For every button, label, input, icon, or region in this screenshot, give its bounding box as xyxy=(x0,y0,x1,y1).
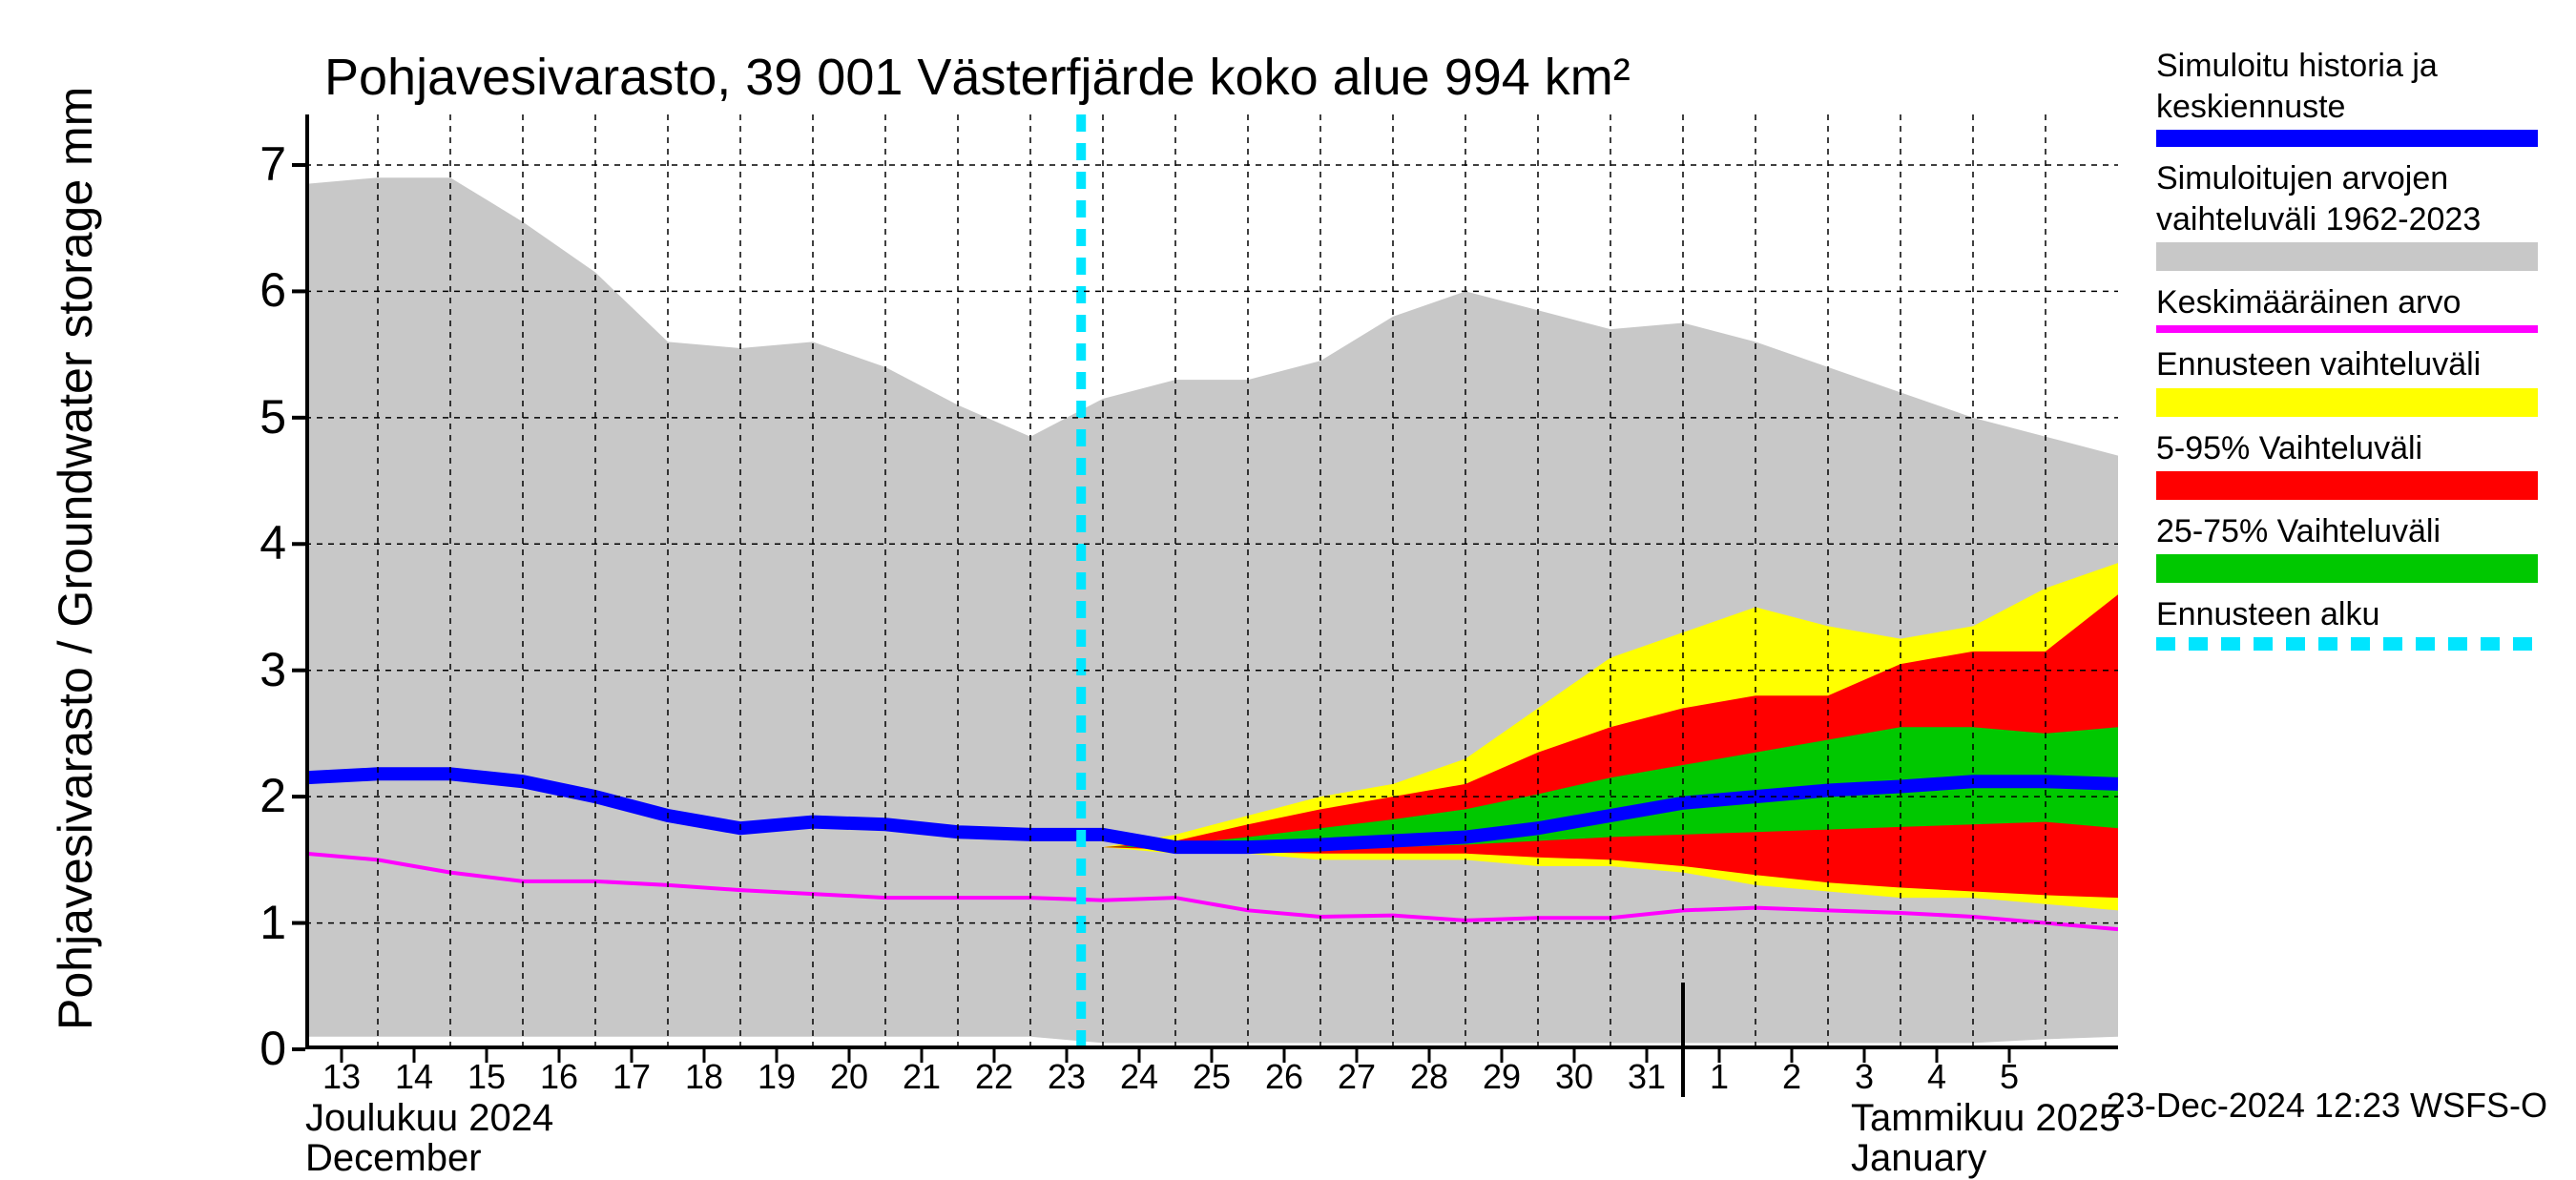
x-tick-label: 5 xyxy=(2000,1057,2019,1097)
plot-area xyxy=(305,114,2118,1049)
y-tick-label: 3 xyxy=(210,642,286,697)
y-tick-label: 5 xyxy=(210,389,286,445)
month-label-left-bottom: December xyxy=(305,1137,482,1180)
y-tick-label: 0 xyxy=(210,1021,286,1076)
x-tick-label: 21 xyxy=(903,1057,941,1097)
x-tick-label: 17 xyxy=(613,1057,651,1097)
legend-label: keskiennuste xyxy=(2156,89,2557,126)
legend-swatch xyxy=(2156,325,2538,333)
legend-label: Ennusteen alku xyxy=(2156,596,2557,633)
legend-swatch xyxy=(2156,242,2538,271)
x-tick-label: 20 xyxy=(830,1057,868,1097)
y-tick-label: 1 xyxy=(210,895,286,950)
x-tick-label: 1 xyxy=(1710,1057,1729,1097)
x-tick-label: 2 xyxy=(1782,1057,1801,1097)
legend-label: Simuloitujen arvojen xyxy=(2156,160,2557,197)
legend-item: Simuloitu historia ja keskiennuste xyxy=(2156,48,2557,147)
legend-swatch xyxy=(2156,130,2538,147)
y-tick-label: 7 xyxy=(210,136,286,192)
x-tick-label: 22 xyxy=(975,1057,1013,1097)
legend-item: 5-95% Vaihteluväli xyxy=(2156,430,2557,500)
x-tick-label: 13 xyxy=(322,1057,361,1097)
legend-label: 5-95% Vaihteluväli xyxy=(2156,430,2557,467)
month-label-right-top: Tammikuu 2025 xyxy=(1851,1097,2120,1140)
legend-item: Simuloitujen arvojen vaihteluväli 1962-20… xyxy=(2156,160,2557,271)
legend-label: Ennusteen vaihteluväli xyxy=(2156,346,2557,383)
legend: Simuloitu historia jakeskiennusteSimuloi… xyxy=(2156,48,2557,664)
x-tick-label: 18 xyxy=(685,1057,723,1097)
canvas: Pohjavesivarasto, 39 001 Västerfjärde ko… xyxy=(0,0,2576,1145)
legend-item: Keskimääräinen arvo xyxy=(2156,284,2557,333)
x-tick-label: 19 xyxy=(758,1057,796,1097)
x-tick-label: 25 xyxy=(1193,1057,1231,1097)
x-tick-label: 28 xyxy=(1410,1057,1448,1097)
y-tick-label: 4 xyxy=(210,515,286,570)
legend-item: 25-75% Vaihteluväli xyxy=(2156,513,2557,583)
x-tick-label: 14 xyxy=(395,1057,433,1097)
legend-swatch xyxy=(2156,554,2538,583)
x-tick-label: 27 xyxy=(1338,1057,1376,1097)
month-label-right-bottom: January xyxy=(1851,1137,1986,1180)
x-tick-label: 31 xyxy=(1628,1057,1666,1097)
legend-swatch xyxy=(2156,637,2538,651)
legend-label: vaihteluväli 1962-2023 xyxy=(2156,201,2557,238)
legend-swatch xyxy=(2156,388,2538,417)
x-tick-label: 3 xyxy=(1855,1057,1874,1097)
legend-swatch xyxy=(2156,471,2538,500)
legend-label: Keskimääräinen arvo xyxy=(2156,284,2557,321)
x-tick-label: 26 xyxy=(1265,1057,1303,1097)
legend-item: Ennusteen vaihteluväli xyxy=(2156,346,2557,416)
x-tick-label: 16 xyxy=(540,1057,578,1097)
x-tick-label: 29 xyxy=(1483,1057,1521,1097)
footer-stamp: 23-Dec-2024 12:23 WSFS-O xyxy=(2107,1086,2547,1126)
x-tick-label: 23 xyxy=(1048,1057,1086,1097)
x-tick-label: 30 xyxy=(1555,1057,1593,1097)
y-tick-label: 2 xyxy=(210,768,286,823)
legend-item: Ennusteen alku xyxy=(2156,596,2557,651)
legend-label: 25-75% Vaihteluväli xyxy=(2156,513,2557,550)
y-tick-label: 6 xyxy=(210,262,286,318)
x-tick-label: 4 xyxy=(1927,1057,1946,1097)
month-label-left-top: Joulukuu 2024 xyxy=(305,1097,553,1140)
x-tick-label: 15 xyxy=(467,1057,506,1097)
x-tick-label: 24 xyxy=(1120,1057,1158,1097)
legend-label: Simuloitu historia ja xyxy=(2156,48,2557,85)
